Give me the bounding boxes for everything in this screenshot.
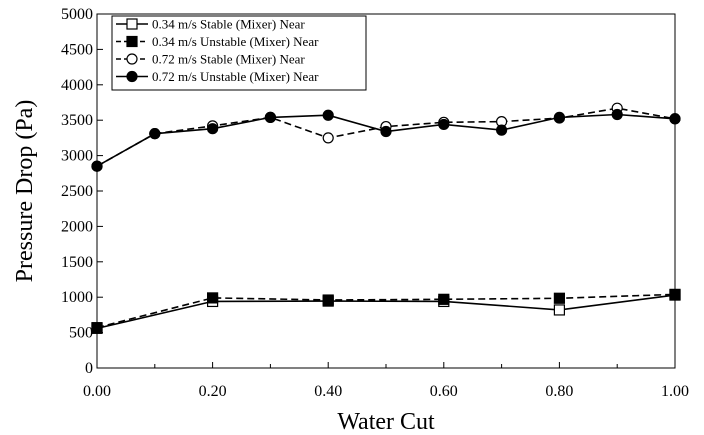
y-tick-label: 5000 bbox=[61, 6, 93, 23]
x-axis-title: Water Cut bbox=[337, 409, 435, 435]
legend: 0.34 m/s Stable (Mixer) Near 0.34 m/s Uns… bbox=[111, 15, 367, 91]
series-3 bbox=[91, 102, 681, 172]
data-point bbox=[669, 288, 681, 300]
series-line bbox=[96, 293, 676, 329]
data-point bbox=[264, 111, 276, 123]
data-point bbox=[438, 293, 450, 305]
legend-label: 0.72 m/s Stable (Mixer) Near bbox=[152, 52, 305, 67]
y-tick-label: 2000 bbox=[61, 218, 93, 235]
data-point bbox=[91, 160, 103, 172]
data-point bbox=[553, 304, 566, 316]
y-tick-label: 1500 bbox=[61, 254, 93, 271]
data-point bbox=[207, 123, 219, 135]
y-tick-label: 4000 bbox=[61, 77, 93, 94]
series-4 bbox=[91, 108, 681, 172]
legend-label: 0.34 m/s Stable (Mixer) Near bbox=[152, 17, 305, 32]
series-line bbox=[96, 294, 676, 330]
y-tick-label: 500 bbox=[69, 325, 93, 342]
series-layer bbox=[91, 102, 681, 334]
x-tick-label: 1.00 bbox=[661, 383, 689, 400]
data-point bbox=[669, 113, 681, 125]
y-axis: 0 500 1000 1500 2000 2500 3000 3500 4000 4500 5000 bbox=[61, 6, 103, 377]
y-tick-label: 3000 bbox=[61, 148, 93, 165]
data-point bbox=[438, 118, 450, 131]
y-tick-label: 1000 bbox=[61, 289, 93, 306]
data-point bbox=[611, 108, 623, 121]
data-point bbox=[322, 132, 334, 144]
x-tick-label: 0.40 bbox=[314, 383, 342, 400]
legend-box bbox=[111, 15, 367, 91]
x-tick-label: 0.80 bbox=[545, 383, 573, 400]
y-tick-label: 3500 bbox=[61, 112, 93, 129]
x-tick-label: 0.20 bbox=[199, 383, 227, 400]
data-point bbox=[496, 124, 508, 136]
data-point bbox=[207, 292, 219, 304]
x-axis: 0.00 0.20 0.40 0.60 0.80 1.00 bbox=[83, 362, 689, 400]
data-point bbox=[553, 292, 566, 304]
series-line bbox=[96, 107, 676, 167]
data-point bbox=[553, 111, 566, 123]
legend-label: 0.72 m/s Unstable (Mixer) Near bbox=[152, 69, 319, 84]
x-tick-label: 0.00 bbox=[83, 383, 111, 400]
y-tick-label: 2500 bbox=[61, 183, 93, 200]
y-tick-label: 4500 bbox=[61, 41, 93, 58]
data-point bbox=[126, 18, 138, 30]
y-axis-title: Pressure Drop (Pa) bbox=[12, 100, 38, 283]
data-point bbox=[126, 70, 138, 83]
x-tick-label: 0.60 bbox=[430, 383, 458, 400]
data-point bbox=[322, 109, 334, 121]
data-point bbox=[380, 125, 392, 138]
data-point bbox=[149, 128, 161, 140]
data-point bbox=[91, 322, 103, 334]
legend-label: 0.34 m/s Unstable (Mixer) Near bbox=[152, 34, 319, 49]
data-point bbox=[126, 35, 138, 48]
series-2 bbox=[91, 288, 681, 334]
data-point bbox=[322, 294, 334, 306]
y-tick-label: 0 bbox=[85, 360, 93, 377]
data-point bbox=[126, 53, 138, 65]
